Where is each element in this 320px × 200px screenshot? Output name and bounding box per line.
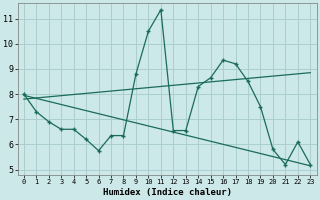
- X-axis label: Humidex (Indice chaleur): Humidex (Indice chaleur): [103, 188, 232, 197]
